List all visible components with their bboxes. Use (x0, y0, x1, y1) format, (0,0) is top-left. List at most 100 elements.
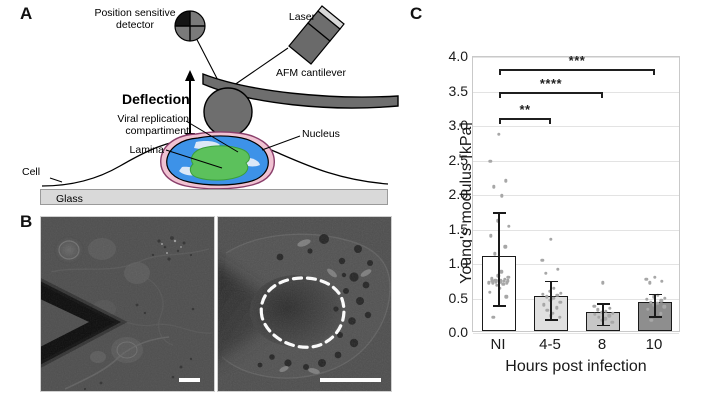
gridline (473, 195, 679, 196)
scatter-point (548, 289, 552, 293)
error-cap-upper (544, 280, 558, 283)
leader-line-lamina (165, 149, 223, 169)
scatter-point (593, 312, 597, 317)
y-axis-tick-label: 2.0 (448, 186, 468, 202)
scatter-point (507, 224, 511, 228)
label-nucleus: Nucleus (302, 128, 340, 140)
scatter-point (492, 252, 497, 256)
chromatin-region (189, 145, 250, 181)
scatter-point (644, 277, 649, 281)
scatter-point (551, 296, 556, 300)
x-axis-label: Hours post infection (505, 358, 647, 375)
scatter-point (655, 301, 660, 306)
significance-bracket-line (499, 91, 603, 94)
gridline (473, 333, 679, 334)
scatter-point (493, 278, 497, 282)
scatter-point (487, 281, 491, 285)
scatter-point (544, 271, 548, 275)
scatter-point (658, 312, 663, 316)
error-cap-lower (492, 305, 506, 307)
scatter-point (645, 307, 650, 311)
y-axis-tick-label: 2.5 (448, 151, 468, 168)
y-axis-tick-label: 3.5 (448, 82, 468, 99)
scatter-point (663, 296, 667, 300)
scatter-point (540, 258, 545, 262)
error-cap-upper (492, 212, 506, 214)
scatter-point (490, 279, 494, 284)
scatter-point (556, 267, 560, 271)
significance-bracket-line (499, 68, 655, 72)
label-viral-replication-compartment: Viral replication compartiment (117, 113, 189, 138)
afm-schematic-diagram (41, 5, 399, 190)
scatter-point (501, 282, 506, 286)
significance-stars: ** (519, 101, 531, 117)
gridline (473, 229, 679, 231)
scatter-point (662, 305, 666, 309)
scatter-point (603, 316, 608, 321)
error-bar-4-5 (550, 280, 552, 320)
scatter-point (504, 294, 509, 299)
scatter-point (645, 297, 649, 301)
scatter-point (491, 281, 495, 286)
gridline (473, 57, 679, 58)
scatter-point (596, 307, 600, 312)
significance-bracket-tick (600, 91, 603, 98)
label-cell: Cell (22, 166, 41, 178)
gridline (473, 298, 679, 300)
bar-chart-plot-area: ** **** *** (472, 52, 680, 334)
panel-c-letter: C (410, 4, 423, 23)
scatter-point (549, 237, 553, 241)
scatter-point (659, 298, 663, 303)
laser-source-icon (288, 5, 345, 65)
scatter-point (555, 293, 559, 297)
significance-bracket-tick (499, 68, 502, 75)
scatter-point (494, 280, 498, 284)
significance-bracket-tick (652, 68, 655, 75)
scatter-point (596, 315, 601, 319)
significance-bracket-tick (548, 117, 551, 124)
significance-bracket-tick (499, 91, 502, 98)
gridline (473, 264, 679, 265)
scatter-point (494, 283, 499, 288)
scatter-point (652, 294, 656, 299)
scale-bar-right (320, 378, 381, 382)
error-cap-lower (648, 316, 662, 319)
scatter-point (502, 279, 506, 284)
scatter-point (551, 311, 555, 315)
panel-b: B (0, 208, 400, 400)
scatter-point (604, 309, 608, 313)
scatter-point (489, 234, 493, 238)
scatter-point (489, 276, 494, 281)
label-lamina: Lamina (129, 144, 164, 156)
scatter-point (498, 280, 502, 284)
gridline (473, 126, 679, 127)
scatter-point (559, 291, 563, 295)
y-axis-tick-label: 0.0 (448, 324, 468, 340)
micrograph-cell-nucleus-phase-contrast (217, 216, 392, 392)
scatter-point (600, 310, 604, 315)
error-bar-NI (498, 212, 500, 306)
scale-bar-left (179, 378, 200, 382)
scatter-point (496, 218, 500, 223)
scatter-point (505, 281, 509, 285)
scatter-point (592, 304, 597, 308)
scatter-point (545, 308, 549, 313)
leader-line-nucleus (261, 135, 301, 151)
significance-stars: *** (568, 52, 586, 68)
scatter-point (607, 314, 611, 318)
scatter-point (558, 300, 562, 304)
y-axis-tick-label: 1.0 (448, 255, 468, 271)
scatter-point (649, 318, 653, 322)
error-bar-8 (602, 303, 604, 325)
scatter-point (497, 132, 501, 137)
scatter-point (491, 315, 496, 319)
scatter-point (488, 159, 493, 163)
scatter-point (544, 294, 549, 299)
error-cap-lower (596, 324, 610, 327)
scatter-point (492, 185, 496, 189)
label-deflection: Deflection (122, 91, 190, 107)
x-axis-tick-label-8: 8 (597, 336, 607, 353)
scatter-point (499, 269, 504, 274)
leader-line-vrc (185, 120, 239, 153)
